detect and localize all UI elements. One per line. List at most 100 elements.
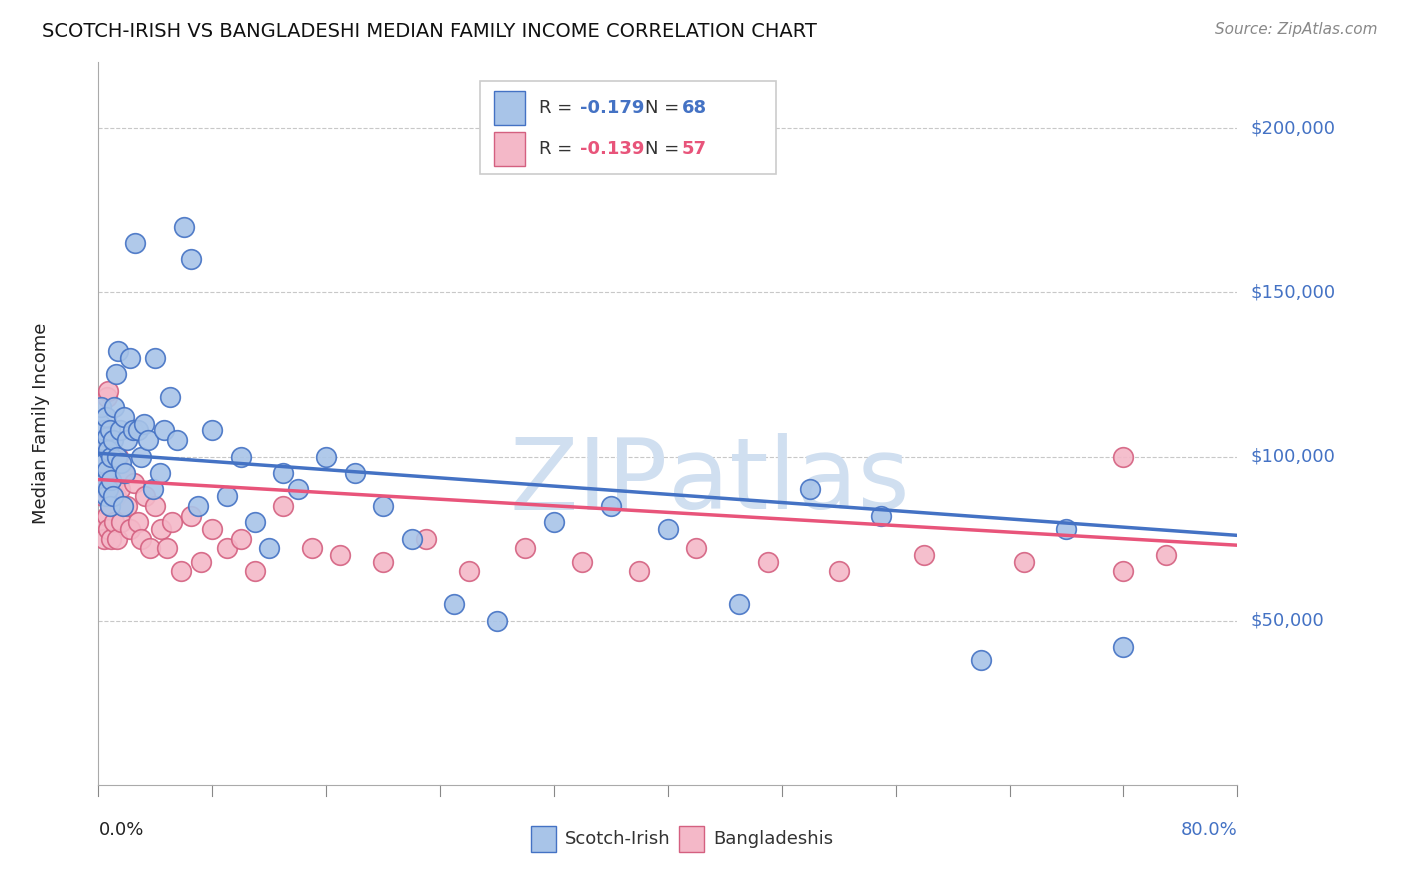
Text: 0.0%: 0.0% xyxy=(98,821,143,839)
FancyBboxPatch shape xyxy=(679,826,704,852)
Point xyxy=(127,423,149,437)
Point xyxy=(166,433,188,447)
Point xyxy=(187,499,209,513)
Point xyxy=(97,522,120,536)
Point xyxy=(110,456,132,470)
Text: 57: 57 xyxy=(682,140,707,158)
Point xyxy=(89,450,111,464)
Point xyxy=(150,522,173,536)
Point xyxy=(180,508,202,523)
Point xyxy=(103,401,125,415)
Point xyxy=(1154,548,1177,562)
Point xyxy=(329,548,352,562)
Point xyxy=(101,433,124,447)
Point xyxy=(970,653,993,667)
Point xyxy=(543,515,565,529)
Point xyxy=(273,466,295,480)
Point xyxy=(93,532,115,546)
Point xyxy=(94,489,117,503)
Point xyxy=(103,515,125,529)
Point xyxy=(129,532,152,546)
Text: $150,000: $150,000 xyxy=(1251,284,1336,301)
Point xyxy=(100,473,122,487)
Point xyxy=(912,548,935,562)
Point xyxy=(145,499,167,513)
Point xyxy=(97,442,120,457)
Text: Source: ZipAtlas.com: Source: ZipAtlas.com xyxy=(1215,22,1378,37)
Text: atlas: atlas xyxy=(668,433,910,530)
Point xyxy=(115,433,138,447)
Point xyxy=(100,532,122,546)
Point xyxy=(457,565,479,579)
Point xyxy=(101,475,124,490)
Text: $50,000: $50,000 xyxy=(1251,612,1324,630)
Point xyxy=(315,450,337,464)
Point xyxy=(401,532,423,546)
Point xyxy=(799,483,821,497)
Point xyxy=(118,522,141,536)
Point xyxy=(273,499,295,513)
Point xyxy=(145,351,167,365)
Point xyxy=(93,475,115,490)
Point xyxy=(111,499,134,513)
Point xyxy=(159,391,181,405)
Point xyxy=(97,483,120,497)
Point xyxy=(89,417,111,431)
Text: -0.139: -0.139 xyxy=(581,140,644,158)
Point xyxy=(124,235,146,250)
Point xyxy=(118,351,141,365)
Point xyxy=(136,433,159,447)
Point xyxy=(373,499,395,513)
Point xyxy=(93,456,115,470)
Point xyxy=(91,433,114,447)
Point xyxy=(90,466,112,480)
Point xyxy=(149,466,172,480)
Point xyxy=(96,508,118,523)
Point xyxy=(90,450,112,464)
Point xyxy=(180,252,202,267)
Point xyxy=(153,423,176,437)
Point xyxy=(107,344,129,359)
Point xyxy=(243,515,266,529)
Point xyxy=(105,532,128,546)
Point xyxy=(201,522,224,536)
Point xyxy=(122,475,145,490)
Text: N =: N = xyxy=(645,140,685,158)
Point xyxy=(170,565,193,579)
Point xyxy=(138,541,160,556)
Point xyxy=(515,541,537,556)
Point xyxy=(243,565,266,579)
Point xyxy=(104,489,127,503)
Point xyxy=(190,555,212,569)
Point xyxy=(259,541,281,556)
FancyBboxPatch shape xyxy=(479,80,776,175)
Point xyxy=(96,463,118,477)
Text: ZIP: ZIP xyxy=(509,433,668,530)
Point xyxy=(97,384,120,398)
Point xyxy=(600,499,623,513)
Text: Median Family Income: Median Family Income xyxy=(32,323,51,524)
Point xyxy=(657,522,679,536)
Point xyxy=(343,466,366,480)
Point xyxy=(156,541,179,556)
Point xyxy=(93,433,115,447)
Point xyxy=(112,466,135,480)
Text: R =: R = xyxy=(538,99,578,117)
Text: SCOTCH-IRISH VS BANGLADESHI MEDIAN FAMILY INCOME CORRELATION CHART: SCOTCH-IRISH VS BANGLADESHI MEDIAN FAMIL… xyxy=(42,22,817,41)
Point xyxy=(96,430,118,444)
Point xyxy=(685,541,707,556)
Point xyxy=(1012,555,1035,569)
Point xyxy=(215,489,238,503)
Point xyxy=(94,410,117,425)
Point xyxy=(728,598,751,612)
Point xyxy=(215,541,238,556)
Text: 80.0%: 80.0% xyxy=(1181,821,1237,839)
Text: Scotch-Irish: Scotch-Irish xyxy=(565,830,671,848)
Point xyxy=(1112,450,1135,464)
Point xyxy=(110,515,132,529)
Point xyxy=(127,515,149,529)
Point xyxy=(229,450,252,464)
Point xyxy=(486,614,509,628)
Text: Bangladeshis: Bangladeshis xyxy=(713,830,834,848)
Text: -0.179: -0.179 xyxy=(581,99,644,117)
